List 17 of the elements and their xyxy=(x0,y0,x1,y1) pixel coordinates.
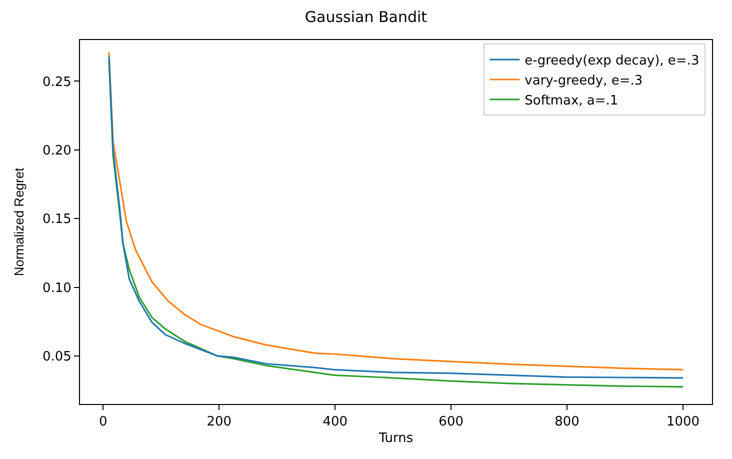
y-axis-title: Normalized Regret xyxy=(11,167,26,276)
y-tick-label: 0.15 xyxy=(42,212,72,228)
x-tick-label: 0 xyxy=(99,414,108,430)
y-tick-label: 0.25 xyxy=(42,74,72,90)
x-tick-label: 800 xyxy=(554,414,580,430)
y-tick-label: 0.10 xyxy=(42,280,72,296)
legend-label: vary-greedy, e=.3 xyxy=(524,74,643,89)
legend-label: Softmax, a=.1 xyxy=(524,93,618,108)
x-tick-label: 400 xyxy=(322,414,348,430)
x-tick-label: 600 xyxy=(438,414,464,430)
x-tick-label: 200 xyxy=(206,414,232,430)
x-axis-title: Turns xyxy=(378,431,414,446)
y-tick-label: 0.05 xyxy=(42,349,72,364)
legend-label: e-greedy(exp decay), e=.3 xyxy=(524,54,700,69)
y-tick-label: 0.20 xyxy=(42,143,72,158)
x-tick-label: 1000 xyxy=(666,414,700,430)
chart-title: Gaussian Bandit xyxy=(304,8,428,26)
